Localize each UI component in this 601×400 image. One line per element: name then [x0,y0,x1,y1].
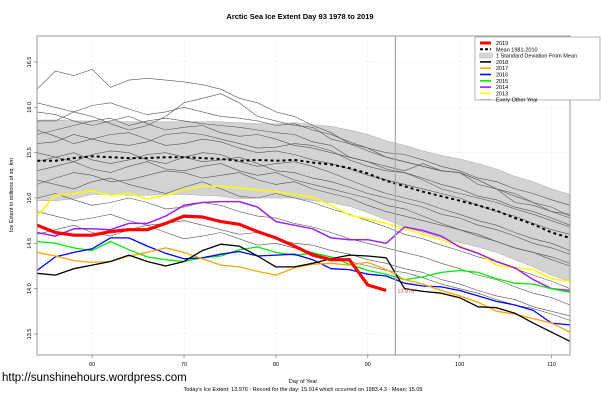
series-line-2018 [36,243,571,342]
every-other-year-line [36,150,571,251]
series-line-2017 [36,247,571,333]
x-tick-label: 90 [365,362,371,368]
legend-swatch-band [479,52,493,59]
x-axis-label: Day of Year [289,379,318,385]
legend-label: 2014 [496,85,508,91]
year-series [36,185,571,342]
x-tick-label: 70 [181,362,187,368]
every-other-year-line [36,193,571,306]
every-other-year-line [36,111,571,226]
x-tick-label: 60 [89,362,95,368]
watermark-url: http://sunshinehours.wordpress.com [2,372,187,384]
every-other-year-line [36,211,571,317]
every-other-year-line [37,93,571,219]
y-tick-label: 15.0 [27,193,33,204]
series-line-2015 [36,240,571,293]
plot-frame [36,35,571,356]
series-line-2014 [36,200,571,292]
current-value-label: 13.976 [397,289,414,295]
y-tick-label: 15.5 [27,147,33,158]
legend-label: 2019 [496,41,508,47]
mean-line [37,155,571,239]
y-tick-label: 13.5 [27,329,33,340]
legend-label: 2013 [496,91,508,97]
legend-label: 2018 [496,60,508,66]
y-tick-label: 16.0 [27,102,33,113]
every-other-year-line [36,132,571,228]
every-other-year-line [36,161,571,267]
y-axis-label: Ice Extent in millions of sq. km [9,158,15,232]
footer-summary: Today's Ice Extent: 13.976 - Record for … [184,387,423,393]
legend-label: 2015 [496,79,508,85]
series-line-2016 [36,237,571,326]
legend-box [474,36,601,101]
series-line-2019 [36,214,387,293]
every-other-year-line [36,170,571,264]
x-axis: 60 70 80 90 100 110 [89,355,556,368]
y-axis: 13.5 14.0 14.5 15.0 15.5 16.0 16.5 [27,57,37,340]
legend-label: 2016 [496,73,508,79]
every-other-year-line [36,117,571,215]
legend-label: 1 Standard Deviation From Mean [496,54,577,60]
x-tick-label: 80 [273,362,279,368]
y-tick-label: 14.0 [27,283,33,294]
every-other-year-line [36,177,571,289]
x-tick-label: 110 [547,362,556,368]
chart-title: Arctic Sea Ice Extent Day 93 1978 to 201… [226,12,373,21]
y-tick-label: 16.5 [27,57,33,68]
x-tick-label: 100 [455,362,464,368]
legend-label: Mean 1981-2010 [496,47,538,53]
legend-label: Every Other Year [496,98,538,104]
y-tick-label: 14.5 [27,238,33,249]
every-other-year-line [36,152,571,255]
legend-label: 2017 [496,66,508,72]
every-other-year-line [36,102,571,206]
